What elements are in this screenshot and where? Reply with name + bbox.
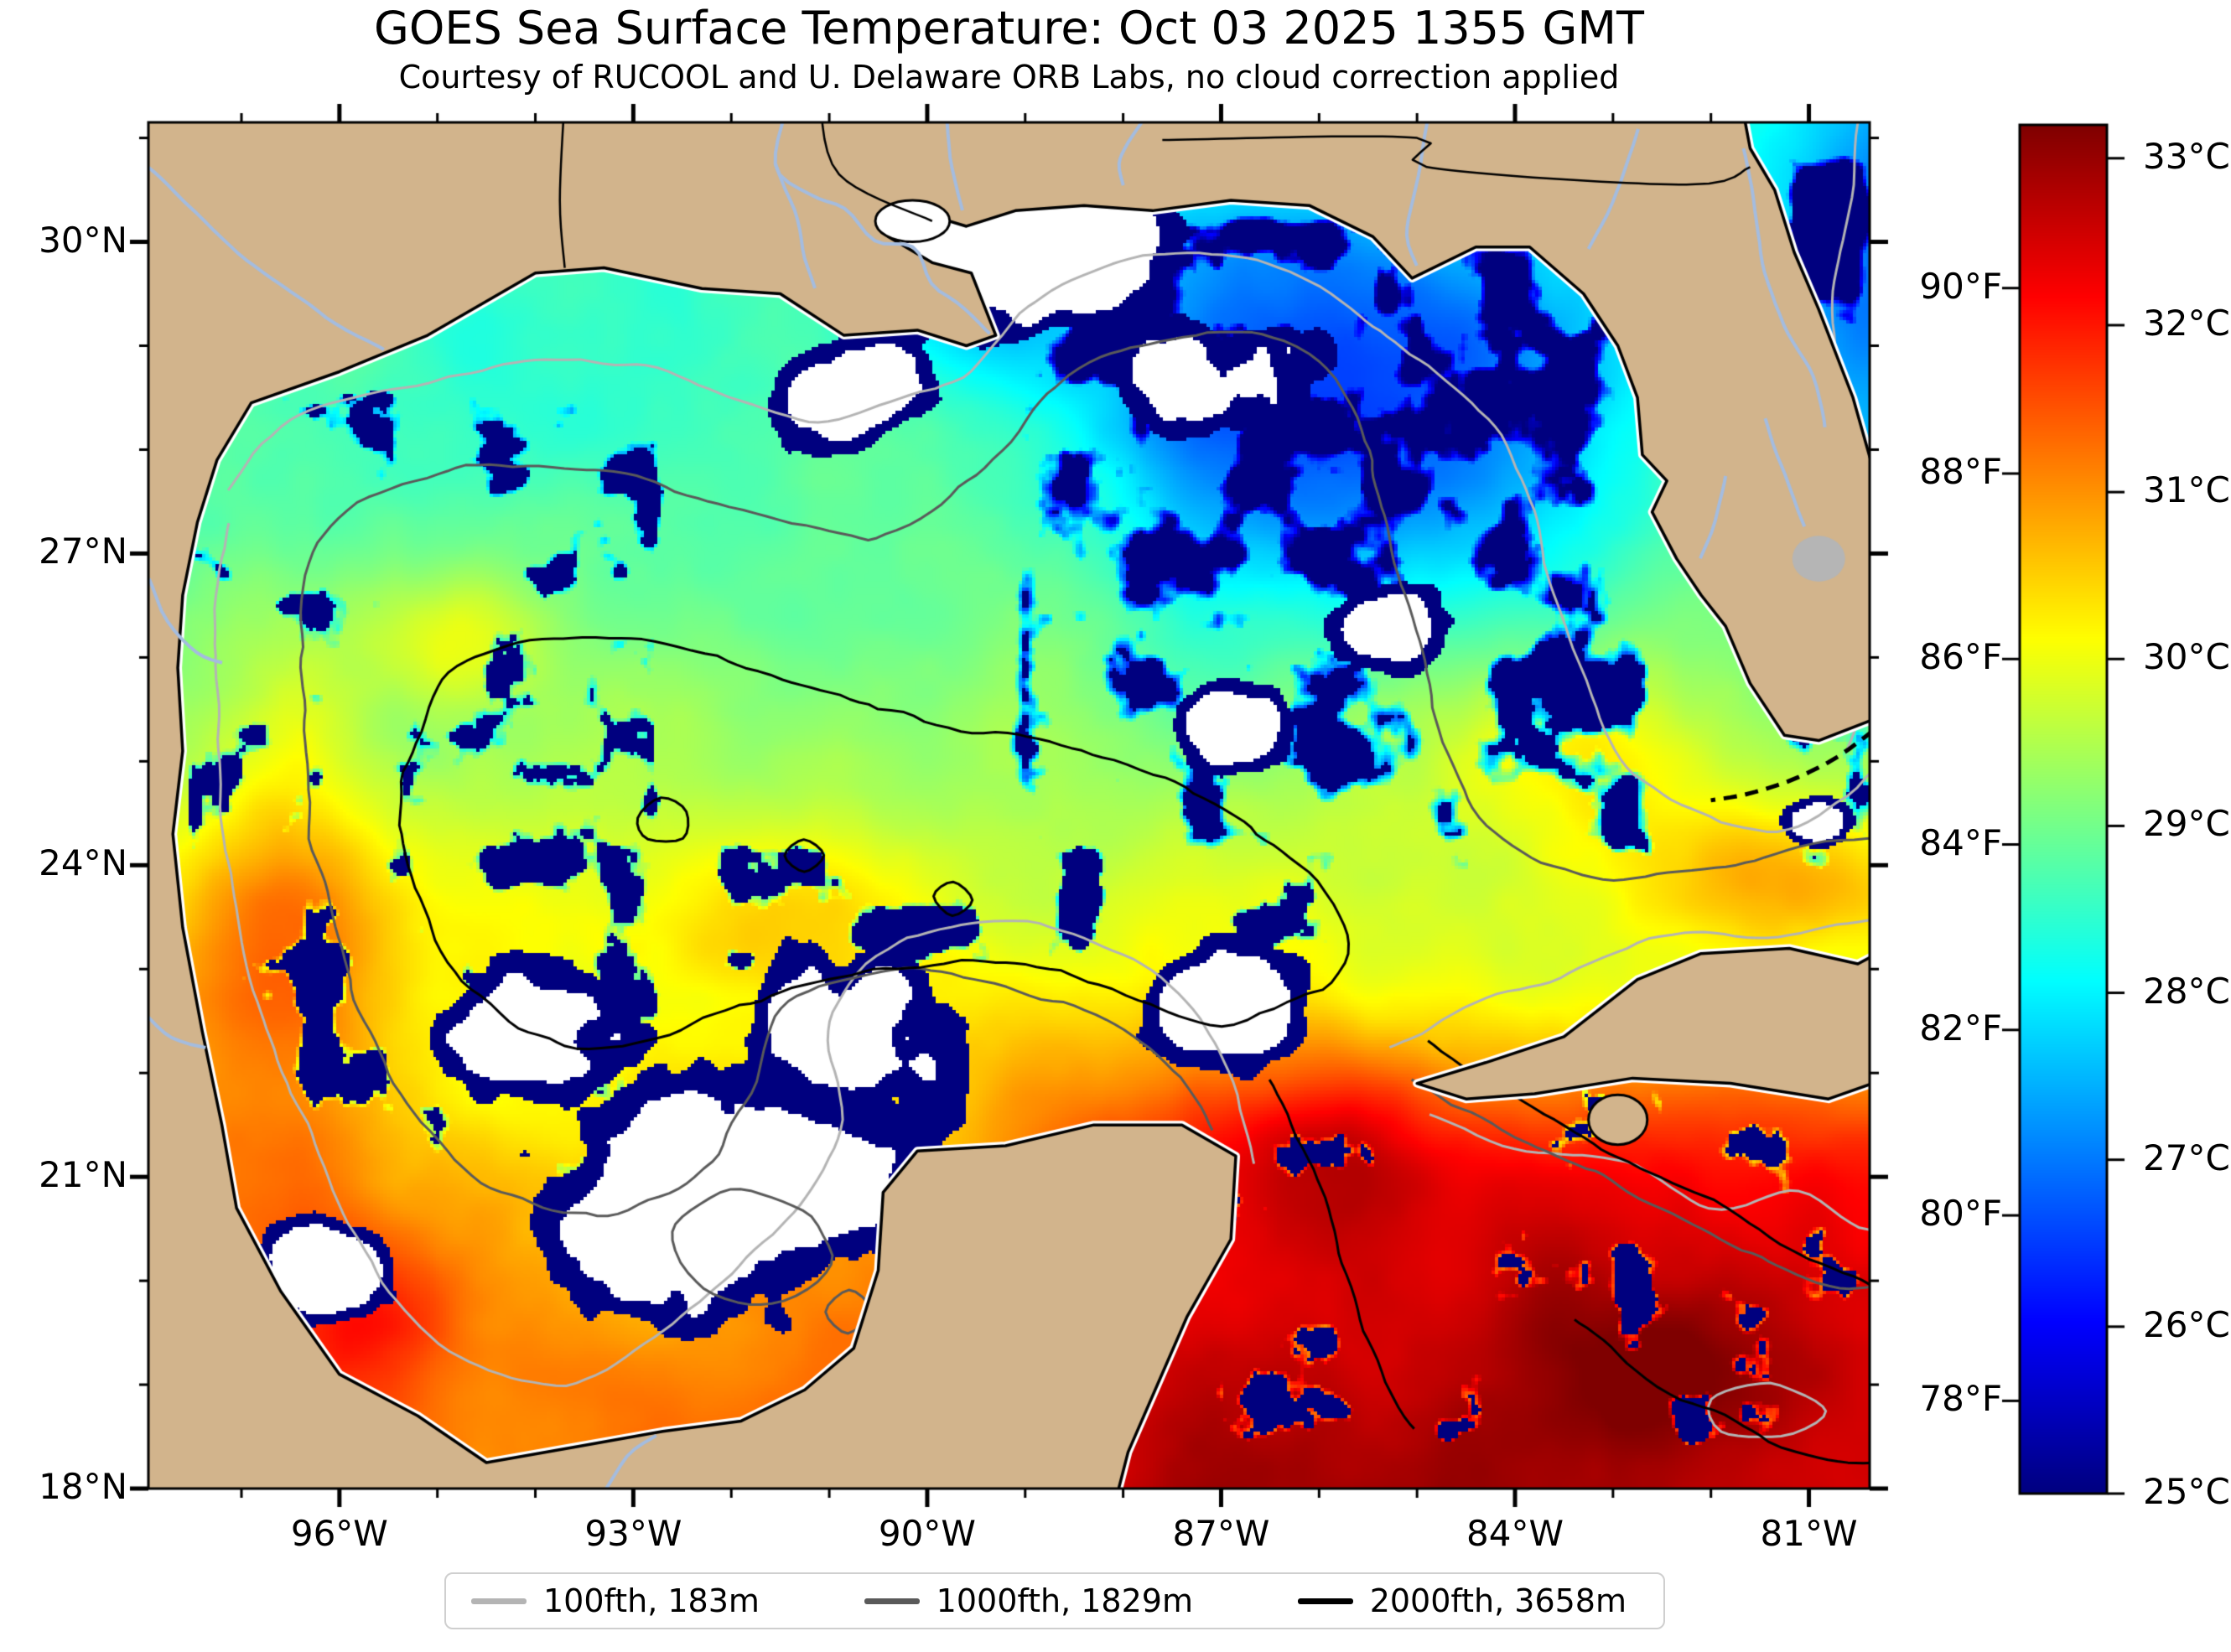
y-axis-tick-label-21n: 21°N — [39, 1154, 127, 1196]
colorbar-fahrenheit-tick-label-88: 88°F — [1919, 450, 2002, 492]
y-axis-tick-label-27n: 27°N — [39, 531, 127, 572]
x-axis-tick-label-84w: 84°W — [1466, 1513, 1564, 1554]
legend: 100fth, 183m 1000fth, 1829m 2000fth, 365… — [444, 1572, 1665, 1629]
colorbar-fahrenheit-tick-label-78: 78°F — [1919, 1378, 2002, 1420]
legend-line-swatch-100fth — [471, 1598, 527, 1604]
colorbar-celsius-tick-label-30: 30°C — [2143, 636, 2230, 678]
colorbar-celsius-tick-label-25: 25°C — [2143, 1471, 2230, 1512]
legend-line-swatch-2000fth — [1297, 1598, 1353, 1604]
y-axis-tick-label-30n: 30°N — [39, 219, 127, 261]
map-plot-area — [148, 122, 1870, 1489]
colorbar-fahrenheit-tick-label-80: 80°F — [1919, 1193, 2002, 1235]
legend-label-100fth: 100fth, 183m — [543, 1582, 760, 1619]
x-axis-tick-label-81w: 81°W — [1760, 1513, 1858, 1554]
x-axis-tick-label-93w: 93°W — [584, 1513, 682, 1554]
legend-line-swatch-1000fth — [864, 1598, 920, 1604]
legend-item-2000fth: 2000fth, 3658m — [1297, 1582, 1627, 1619]
y-axis-tick-label-18n: 18°N — [39, 1466, 127, 1507]
colorbar-fahrenheit-tick-label-90: 90°F — [1919, 265, 2002, 307]
colorbar-fahrenheit-tick-label-84: 84°F — [1919, 821, 2002, 863]
x-axis-tick-label-96w: 96°W — [290, 1513, 388, 1554]
colorbar-celsius-tick-label-32: 32°C — [2143, 302, 2230, 344]
legend-item-100fth: 100fth, 183m — [471, 1582, 760, 1619]
colorbar-celsius-tick-label-26: 26°C — [2143, 1303, 2230, 1345]
y-axis-tick-label-24n: 24°N — [39, 842, 127, 884]
x-axis-tick-label-90w: 90°W — [878, 1513, 976, 1554]
colorbar-celsius-tick-label-31: 31°C — [2143, 469, 2230, 511]
legend-label-2000fth: 2000fth, 3658m — [1369, 1582, 1627, 1619]
colorbar-celsius-tick-label-28: 28°C — [2143, 970, 2230, 1012]
x-axis-tick-label-87w: 87°W — [1172, 1513, 1270, 1554]
colorbar-celsius-tick-label-27: 27°C — [2143, 1137, 2230, 1178]
colorbar — [2020, 125, 2107, 1494]
figure-subtitle: Courtesy of RUCOOL and U. Delaware ORB L… — [398, 59, 1620, 96]
figure-title: GOES Sea Surface Temperature: Oct 03 202… — [374, 2, 1644, 54]
legend-label-1000fth: 1000fth, 1829m — [936, 1582, 1193, 1619]
colorbar-celsius-tick-label-29: 29°C — [2143, 803, 2230, 845]
colorbar-celsius-tick-label-33: 33°C — [2143, 135, 2230, 177]
legend-item-1000fth: 1000fth, 1829m — [864, 1582, 1193, 1619]
colorbar-fahrenheit-tick-label-82: 82°F — [1919, 1007, 2002, 1049]
colorbar-fahrenheit-tick-label-86: 86°F — [1919, 636, 2002, 678]
